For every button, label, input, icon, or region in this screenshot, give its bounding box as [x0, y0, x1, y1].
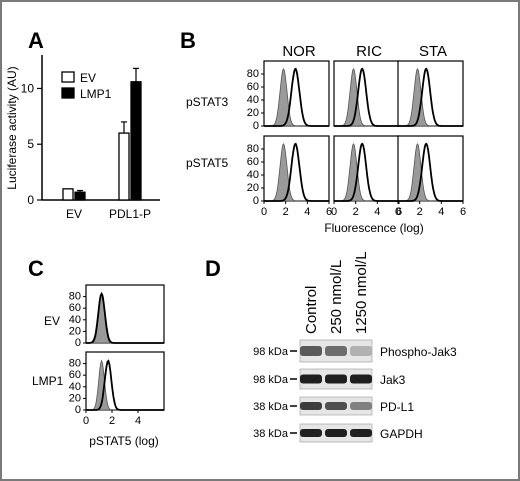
panel-a-y-label: Luciferase activity (AU): [5, 66, 19, 189]
panel-c-y-tick-label: 40: [69, 314, 81, 326]
panel-b-col-sta: STA: [419, 43, 447, 60]
panel-b-hist-stained-curve: [398, 67, 463, 127]
panel-b-x-tick-label: 0: [331, 206, 337, 218]
panel-b-x-tick-label: 6: [326, 206, 332, 218]
panel-b-hist-stained-curve: [334, 142, 399, 202]
panel-b-x-tick-label: 4: [374, 206, 380, 218]
panel-b-x-tick-label: 4: [304, 206, 310, 218]
panel-b-hist-stained-curve: [334, 67, 399, 127]
panel-a-y-tick-label: 0: [27, 193, 34, 207]
panel-a-bar: [130, 81, 142, 201]
panel-b-x-tick-label: 4: [438, 206, 444, 218]
panel-b-x-tick-label: 6: [396, 206, 402, 218]
panel-b-y-tick-label: 0: [253, 195, 259, 207]
panel-b-y-tick-label: 20: [247, 107, 259, 119]
panel-d-protein-label: Phospho-Jak3: [380, 345, 457, 359]
panel-c-x-tick-label: 4: [135, 415, 141, 427]
panel-d-band: [300, 374, 322, 384]
panel-b-col-nor: NOR: [282, 43, 316, 60]
panel-d-band: [350, 346, 372, 356]
panel-d-band: [325, 346, 347, 356]
panel-d-lane-label: 250 nmol/L: [328, 260, 345, 334]
panel-d-marker-label: 98 kDa: [253, 374, 289, 386]
panel-a-legend-label: LMP1: [80, 87, 112, 101]
panel-c-hist-stained-curve: [86, 291, 164, 344]
panel-c-y-tick-label: 0: [75, 404, 81, 416]
panel-d-protein-label: Jak3: [380, 373, 406, 387]
panel-c-y-tick-label: 20: [69, 392, 81, 404]
panel-a-bar: [118, 132, 130, 201]
panel-b-y-tick-label: 80: [247, 143, 259, 155]
panel-d-protein-label: PD-L1: [380, 400, 414, 414]
panel-d-marker-label: 38 kDa: [253, 428, 289, 440]
panel-d-lane-label: Control: [303, 286, 320, 334]
panel-letter-b: B: [180, 28, 196, 53]
panel-b-x-tick-label: 0: [395, 206, 401, 218]
panel-c-y-tick-label: 60: [69, 302, 81, 314]
panel-c-x-tick-label: 0: [83, 415, 89, 427]
panel-d-band: [350, 401, 372, 411]
panel-b-x-tick-label: 2: [353, 206, 359, 218]
panel-b-y-tick-label: 60: [247, 156, 259, 168]
panel-b-y-tick-label: 60: [247, 81, 259, 93]
panel-d-marker-label: 38 kDa: [253, 401, 289, 413]
panel-a-legend-swatch: [61, 87, 75, 99]
panel-a-bar: [62, 188, 74, 201]
panel-a-bar: [74, 191, 86, 201]
panel-b-row-pstat5: pSTAT5: [186, 156, 229, 170]
panel-d-western-blot: Control 250 nmol/L 1250 nmol/L 98 kDa Phosph…: [253, 251, 457, 443]
panel-a-x-tick-label: PDL1-P: [109, 207, 151, 221]
panel-c-y-tick-label: 0: [75, 337, 81, 349]
panel-a-legend-swatch: [61, 71, 75, 83]
panel-d-lane-label: 1250 nmol/L: [353, 251, 370, 334]
panel-d-band: [325, 374, 347, 384]
panel-b-y-tick-label: 40: [247, 169, 259, 181]
panel-b-hist-stained-curve: [398, 142, 463, 202]
panel-d-band: [300, 346, 322, 356]
panel-d-band: [300, 401, 322, 411]
panel-d-marker-label: 98 kDa: [253, 346, 289, 358]
panel-d-band: [325, 401, 347, 411]
panel-c-histograms: EV LMP1 pSTAT5 (log) 0204060800204060800…: [32, 284, 165, 448]
panel-b-y-tick-label: 80: [247, 68, 259, 80]
panel-c-y-tick-label: 40: [69, 381, 81, 393]
panel-b-hist-stained-curve: [264, 67, 329, 127]
panel-c-y-tick-label: 60: [69, 369, 81, 381]
panel-d-band: [350, 428, 372, 438]
panel-b-hist-stained-curve: [264, 142, 329, 202]
panel-a-bar-chart: Luciferase activity (AU) 0 5 10 EV PDL1-P EV L…: [5, 55, 160, 221]
panel-c-y-tick-label: 20: [69, 325, 81, 337]
panel-letter-c: C: [28, 256, 44, 281]
panel-d-protein-label: GAPDH: [380, 427, 423, 441]
panel-b-y-tick-label: 0: [253, 120, 259, 132]
panel-d-band: [300, 428, 322, 438]
panel-letter-a: A: [28, 28, 44, 53]
panel-b-x-tick-label: 2: [417, 206, 423, 218]
panel-c-row-lmp1: LMP1: [32, 374, 64, 388]
panel-b-y-tick-label: 40: [247, 94, 259, 106]
panel-c-y-tick-label: 80: [69, 291, 81, 303]
panel-a-y-tick-label: 5: [27, 137, 34, 151]
panel-letter-d: D: [205, 256, 221, 281]
panel-b-x-tick-label: 0: [261, 206, 267, 218]
panel-b-col-ric: RIC: [356, 43, 382, 60]
panel-d-band: [325, 428, 347, 438]
panel-c-x-label: pSTAT5 (log): [89, 434, 159, 448]
panel-b-x-tick-label: 2: [283, 206, 289, 218]
panel-b-x-tick-label: 6: [460, 206, 466, 218]
panel-b-x-label: Fluorescence (log): [324, 221, 423, 235]
panel-c-x-tick-label: 2: [109, 415, 115, 427]
panel-c-hist-stained-curve: [86, 359, 164, 411]
panel-a-legend-label: EV: [80, 71, 96, 85]
panel-c-y-tick-label: 80: [69, 358, 81, 370]
panel-b-row-pstat3: pSTAT3: [186, 95, 229, 109]
panel-a-x-tick-label: EV: [66, 207, 82, 221]
panel-c-row-ev: EV: [44, 314, 60, 328]
panel-b-histograms: NOR RIC STA pSTAT3 pSTAT5 Fluorescence (…: [186, 43, 466, 235]
panel-b-y-tick-label: 20: [247, 182, 259, 194]
panel-a-y-tick-label: 10: [21, 81, 35, 95]
panel-d-band: [350, 374, 372, 384]
